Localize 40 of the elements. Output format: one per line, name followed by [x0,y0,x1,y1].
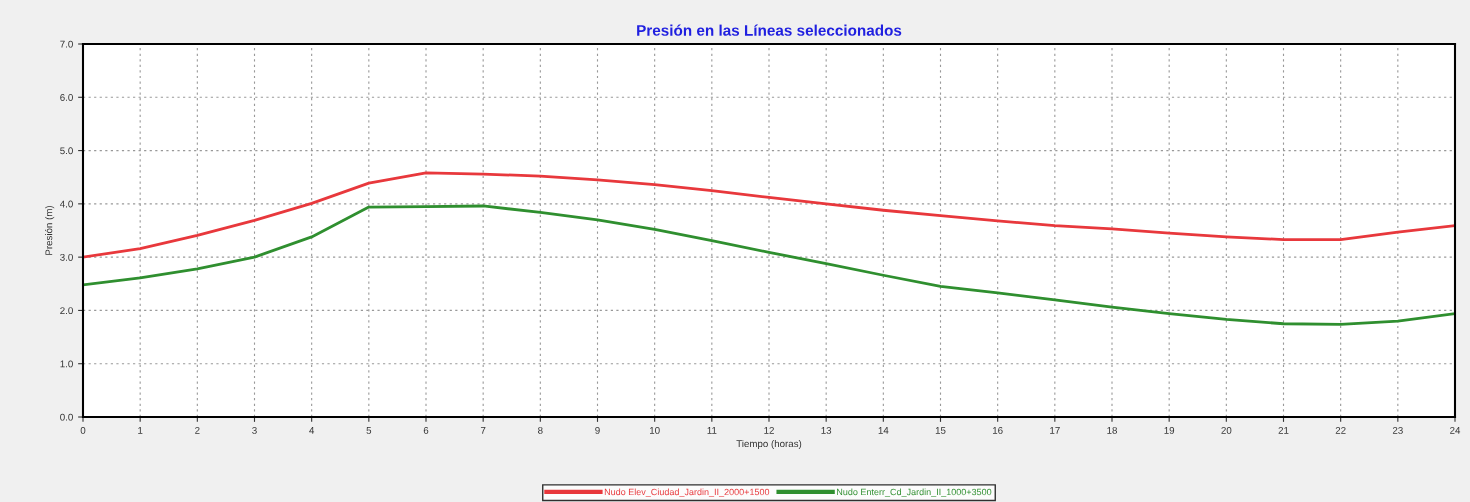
x-tick-label: 15 [935,427,946,434]
text: Nudo Enterr_Cd_Jardin_II_1000+3500 [837,488,992,497]
x-tick-label: 22 [1335,426,1346,434]
x-tick-label: 9 [595,426,600,434]
x-tick-label: 3 [252,426,257,434]
y-tick-label: 0.0 [60,413,73,421]
x-tick-label: 14 [878,427,889,434]
x-tick-label: 2 [195,426,200,434]
y-tick-label: 1.0 [60,360,73,368]
x-tick-label: 4 [309,427,315,434]
x-tick-label: 5 [366,427,372,434]
x-tick-label: 13 [821,426,832,434]
x-tick-label: 24 [1450,426,1461,434]
y-tick-label: 7.0 [60,40,73,48]
x-tick-label: 12 [764,426,774,434]
x-tick-label: 1 [138,427,143,434]
text: Nudo Elev_Ciudad_Jardin_II_2000+1500 [604,488,770,497]
line-series [83,204,1455,326]
x-tick-label: 8 [538,426,543,434]
x-tick-label: 10 [650,426,660,434]
y-axis-title: Presión (m) [45,205,55,255]
y-tick-label: 2.0 [60,307,73,315]
x-tick-label: 19 [1164,426,1175,434]
y-tick-label: 6.0 [60,94,73,101]
line-series [83,171,1455,259]
y-tick-label: 3.0 [60,253,73,261]
x-tick-label: 7 [480,427,486,434]
x-tick-label: 6 [423,426,429,434]
x-tick-label: 11 [707,427,717,434]
x-tick-label: 17 [1050,427,1060,434]
x-tick-label: 0 [80,426,86,434]
y-tick-label: 4.0 [59,200,73,208]
x-tick-label: 21 [1278,426,1289,434]
x-tick-label: 20 [1221,426,1232,434]
x-axis-title: Tiempo (horas) [736,439,802,450]
x-tick-label: 23 [1392,426,1403,434]
y-tick-label: 5.0 [60,147,73,155]
x-tick-label: 16 [993,426,1003,434]
x-tick-label: 18 [1107,426,1117,434]
chart-title: Presión en las Líneas seleccionados [637,24,902,36]
